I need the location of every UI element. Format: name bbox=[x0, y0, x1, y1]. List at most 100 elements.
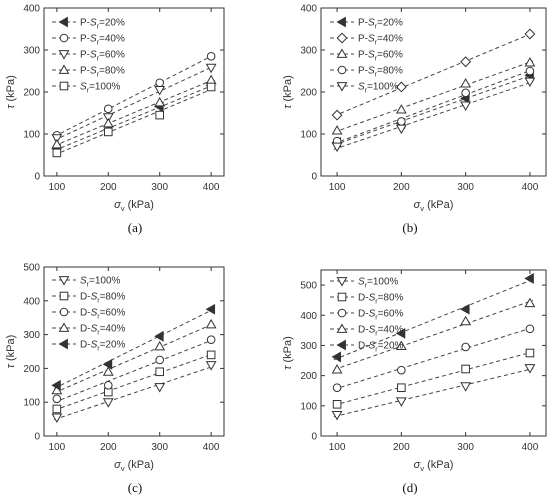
series-d-3 bbox=[331, 297, 536, 374]
data-point-d-1 bbox=[397, 383, 406, 393]
series-b-4 bbox=[331, 77, 536, 153]
data-point-a-4 bbox=[155, 110, 165, 120]
legend-marker-b-1 bbox=[336, 32, 348, 44]
legend-label-b-4: Sr=100% bbox=[358, 82, 399, 95]
y-axis-label-d: τ (kPa) bbox=[282, 336, 294, 369]
data-point-a-2 bbox=[51, 134, 63, 144]
series-c-0 bbox=[51, 361, 217, 423]
data-point-d-3 bbox=[524, 297, 536, 308]
legend-label-a-3: P-Sr=80% bbox=[80, 66, 125, 79]
legend-label-a-1: P-Sr=40% bbox=[80, 34, 125, 47]
data-point-c-1 bbox=[155, 367, 165, 377]
x-axis-label-d: σv (kPa) bbox=[414, 459, 454, 473]
series-d-4 bbox=[331, 273, 534, 363]
series-line-b-1 bbox=[333, 32, 534, 117]
x-tick-label-b: 100 bbox=[329, 182, 346, 193]
legend-label-a-4: Sr=100% bbox=[80, 82, 121, 95]
data-point-b-3 bbox=[397, 117, 406, 126]
data-point-d-3 bbox=[395, 340, 407, 350]
data-point-c-2 bbox=[155, 355, 165, 365]
data-point-b-2 bbox=[524, 57, 536, 67]
x-tick-label-d: 400 bbox=[522, 442, 539, 453]
data-point-d-2 bbox=[461, 342, 470, 352]
y-tick-label-c: 500 bbox=[23, 263, 40, 274]
data-point-c-1 bbox=[52, 404, 62, 414]
data-point-b-4 bbox=[395, 124, 407, 135]
y-axis-label-a: τ (kPa) bbox=[5, 75, 17, 108]
legend-marker-d-4 bbox=[336, 339, 346, 351]
series-line-d-3 bbox=[333, 299, 534, 371]
legend-marker-d-1 bbox=[337, 292, 347, 302]
data-point-d-2 bbox=[397, 365, 406, 375]
data-point-c-4 bbox=[154, 330, 164, 342]
x-tick-label-a: 100 bbox=[49, 182, 66, 193]
x-tick-label-b: 400 bbox=[522, 182, 539, 193]
data-point-a-3 bbox=[154, 96, 166, 107]
legend-label-d-4: D-Sr=20% bbox=[358, 341, 404, 354]
data-point-c-4 bbox=[102, 358, 113, 370]
data-point-a-3 bbox=[205, 74, 217, 85]
legend-marker-c-1 bbox=[59, 291, 69, 301]
data-point-c-3 bbox=[154, 340, 166, 351]
data-point-b-1 bbox=[524, 28, 536, 40]
data-point-c-0 bbox=[205, 361, 217, 371]
data-point-d-0 bbox=[524, 364, 536, 374]
data-point-a-4 bbox=[206, 82, 216, 92]
legend-marker-c-0 bbox=[58, 276, 70, 286]
data-point-b-4 bbox=[331, 142, 343, 153]
data-point-d-4 bbox=[524, 273, 534, 284]
panel-d: 100 200 300 400 0 100 200 300 400 500 σv (kPa) τ (k… bbox=[282, 269, 547, 495]
legend-b: P-Sr=20% P-Sr=40% P-Sr=60% P-Sr=80% Sr=100% bbox=[330, 16, 403, 95]
series-line-d-0 bbox=[333, 368, 534, 418]
data-point-b-2 bbox=[460, 78, 472, 88]
y-tick-label-c: 400 bbox=[23, 296, 40, 307]
series-line-d-4 bbox=[333, 278, 534, 361]
data-point-c-1 bbox=[206, 350, 216, 360]
series-a-1 bbox=[52, 52, 216, 140]
data-point-b-2 bbox=[395, 104, 407, 114]
x-tick-label-c: 100 bbox=[49, 442, 66, 453]
x-axis-label-a: σv (kPa) bbox=[114, 199, 154, 213]
x-tick-label-d: 200 bbox=[393, 442, 410, 453]
data-point-c-4 bbox=[51, 379, 61, 391]
legend-label-b-2: P-Sr=60% bbox=[358, 50, 403, 63]
data-point-a-1 bbox=[103, 104, 113, 114]
data-point-c-3 bbox=[205, 318, 217, 329]
series-line-a-0 bbox=[54, 84, 214, 152]
y-tick-label-a: 200 bbox=[23, 88, 40, 99]
x-tick-label-b: 200 bbox=[393, 182, 410, 193]
legend-c: Sr=100% D-Sr=80% D-Sr=60% D-Sr=40% D-Sr=20% bbox=[52, 276, 126, 353]
y-tick-label-a: 100 bbox=[23, 130, 40, 141]
legend-label-b-3: P-Sr=80% bbox=[358, 66, 403, 79]
series-a-0 bbox=[51, 80, 216, 155]
series-b-1 bbox=[331, 28, 536, 121]
y-tick-label-c: 0 bbox=[34, 432, 40, 443]
data-point-d-4 bbox=[331, 351, 341, 363]
data-point-c-0 bbox=[102, 398, 114, 408]
series-line-c-3 bbox=[54, 323, 214, 394]
x-axis-label-c: σv (kPa) bbox=[114, 459, 154, 473]
legend-a: P-Sr=20% P-Sr=40% P-Sr=60% P-Sr=80% Sr=100% bbox=[52, 16, 125, 95]
y-tick-label-c: 300 bbox=[23, 330, 40, 341]
caption-b: (b) bbox=[402, 220, 417, 235]
y-tick-label-c: 100 bbox=[23, 398, 40, 409]
legend-marker-b-4 bbox=[336, 82, 348, 92]
x-tick-label-d: 100 bbox=[329, 442, 346, 453]
data-point-a-1 bbox=[155, 78, 165, 88]
data-point-a-2 bbox=[205, 63, 217, 74]
series-line-d-2 bbox=[333, 326, 534, 390]
data-point-c-4 bbox=[205, 303, 216, 315]
series-line-c-4 bbox=[54, 308, 214, 389]
data-point-c-2 bbox=[103, 381, 113, 390]
data-point-c-2 bbox=[206, 335, 216, 344]
data-point-d-0 bbox=[460, 382, 472, 392]
legend-label-b-0: P-Sr=20% bbox=[358, 18, 403, 31]
legend-marker-c-3 bbox=[58, 322, 70, 332]
data-point-c-3 bbox=[51, 384, 63, 395]
data-point-b-1 bbox=[395, 81, 407, 93]
data-point-d-3 bbox=[460, 315, 472, 326]
series-d-1 bbox=[332, 348, 535, 409]
series-d-0 bbox=[331, 364, 536, 421]
y-tick-label-b: 300 bbox=[300, 46, 317, 57]
y-axis-label-c: τ (kPa) bbox=[5, 335, 17, 368]
